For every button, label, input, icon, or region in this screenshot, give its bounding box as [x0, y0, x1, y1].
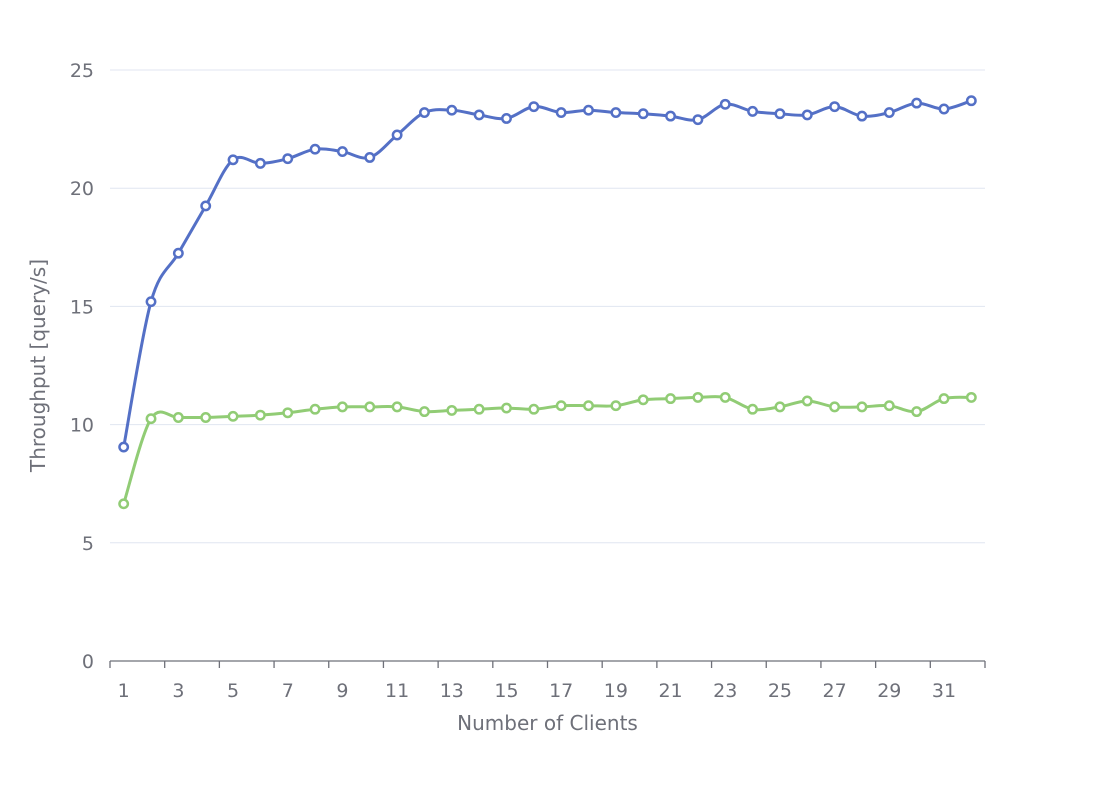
x-tick-label: 19 [604, 680, 628, 702]
data-point[interactable] [665, 393, 676, 405]
series-line [122, 394, 973, 506]
data-point[interactable] [446, 404, 458, 416]
series-2 [118, 391, 977, 510]
x-tick-label: 31 [932, 680, 956, 702]
data-point[interactable] [965, 391, 977, 403]
y-tick-label: 20 [70, 178, 94, 200]
data-point[interactable] [419, 406, 430, 418]
data-point[interactable] [747, 403, 759, 415]
data-point[interactable] [419, 107, 430, 119]
data-point[interactable] [200, 200, 212, 212]
data-point[interactable] [528, 101, 540, 113]
data-point[interactable] [254, 157, 266, 169]
data-point[interactable] [911, 97, 923, 109]
data-point[interactable] [282, 153, 294, 165]
data-point[interactable] [965, 95, 977, 107]
data-point[interactable] [528, 403, 540, 415]
data-point[interactable] [145, 296, 157, 308]
series [118, 95, 977, 510]
data-point[interactable] [747, 105, 759, 117]
y-tick-label: 5 [82, 533, 94, 555]
data-point[interactable] [801, 109, 813, 121]
x-tick-label: 1 [118, 680, 130, 702]
series-1 [118, 95, 977, 453]
data-point[interactable] [774, 108, 786, 120]
data-point[interactable] [938, 103, 950, 115]
data-point[interactable] [501, 402, 512, 414]
data-point[interactable] [200, 412, 212, 423]
x-tick-label: 11 [385, 680, 409, 702]
data-point[interactable] [446, 104, 458, 116]
data-point[interactable] [665, 110, 676, 122]
data-point[interactable] [883, 107, 895, 119]
data-point[interactable] [118, 498, 130, 510]
data-point[interactable] [364, 152, 376, 163]
data-point[interactable] [501, 113, 512, 124]
data-point[interactable] [309, 143, 321, 155]
grid [110, 69, 985, 544]
data-point[interactable] [172, 412, 184, 423]
data-point[interactable] [391, 129, 403, 141]
data-point[interactable] [227, 410, 239, 422]
data-point[interactable] [856, 401, 868, 413]
data-point[interactable] [719, 391, 731, 403]
y-tick-label: 15 [70, 296, 94, 318]
data-point[interactable] [719, 98, 731, 110]
x-tick-label: 17 [549, 680, 573, 702]
x-tick-label: 23 [713, 680, 737, 702]
data-point[interactable] [555, 107, 567, 119]
data-point[interactable] [583, 400, 594, 412]
data-point[interactable] [118, 441, 130, 453]
data-point[interactable] [336, 146, 348, 158]
x-tick-label: 5 [227, 680, 239, 702]
data-point[interactable] [391, 401, 403, 413]
data-point[interactable] [829, 101, 841, 113]
x-tick-label: 27 [823, 680, 847, 702]
data-point[interactable] [145, 413, 157, 425]
data-point[interactable] [610, 400, 622, 412]
data-point[interactable] [692, 391, 704, 403]
x-tick-label: 25 [768, 680, 792, 702]
y-tick-label: 10 [70, 415, 94, 437]
x-tick-label: 3 [172, 680, 184, 702]
data-point[interactable] [856, 110, 868, 122]
data-point[interactable] [364, 401, 376, 413]
data-point[interactable] [309, 403, 321, 415]
data-point[interactable] [555, 400, 567, 412]
data-point[interactable] [282, 407, 294, 419]
x-tick-label: 7 [282, 680, 294, 702]
data-point[interactable] [583, 104, 594, 116]
data-point[interactable] [637, 108, 649, 120]
data-point[interactable] [610, 107, 622, 119]
data-point[interactable] [254, 409, 266, 421]
x-tick-label: 29 [877, 680, 901, 702]
data-point[interactable] [938, 393, 950, 405]
data-point[interactable] [801, 395, 813, 407]
x-tick-label: 21 [658, 680, 682, 702]
series-line [122, 99, 973, 449]
data-point[interactable] [637, 394, 649, 406]
y-axis-title: Throughput [query/s] [26, 259, 50, 473]
data-point[interactable] [473, 403, 485, 415]
x-tick-label: 9 [336, 680, 348, 702]
data-point[interactable] [883, 400, 895, 412]
y-tick-label: 0 [82, 651, 94, 673]
data-point[interactable] [172, 247, 184, 259]
data-point[interactable] [336, 401, 348, 413]
data-point[interactable] [911, 406, 923, 418]
y-tick-label: 25 [70, 60, 94, 82]
x-tick-label: 15 [494, 680, 518, 702]
data-point[interactable] [829, 401, 841, 413]
x-tick-label: 13 [440, 680, 464, 702]
data-point[interactable] [692, 114, 704, 126]
data-point[interactable] [774, 401, 786, 413]
data-point[interactable] [227, 154, 239, 166]
x-axis-title: Number of Clients [457, 711, 638, 735]
data-point[interactable] [473, 109, 485, 121]
